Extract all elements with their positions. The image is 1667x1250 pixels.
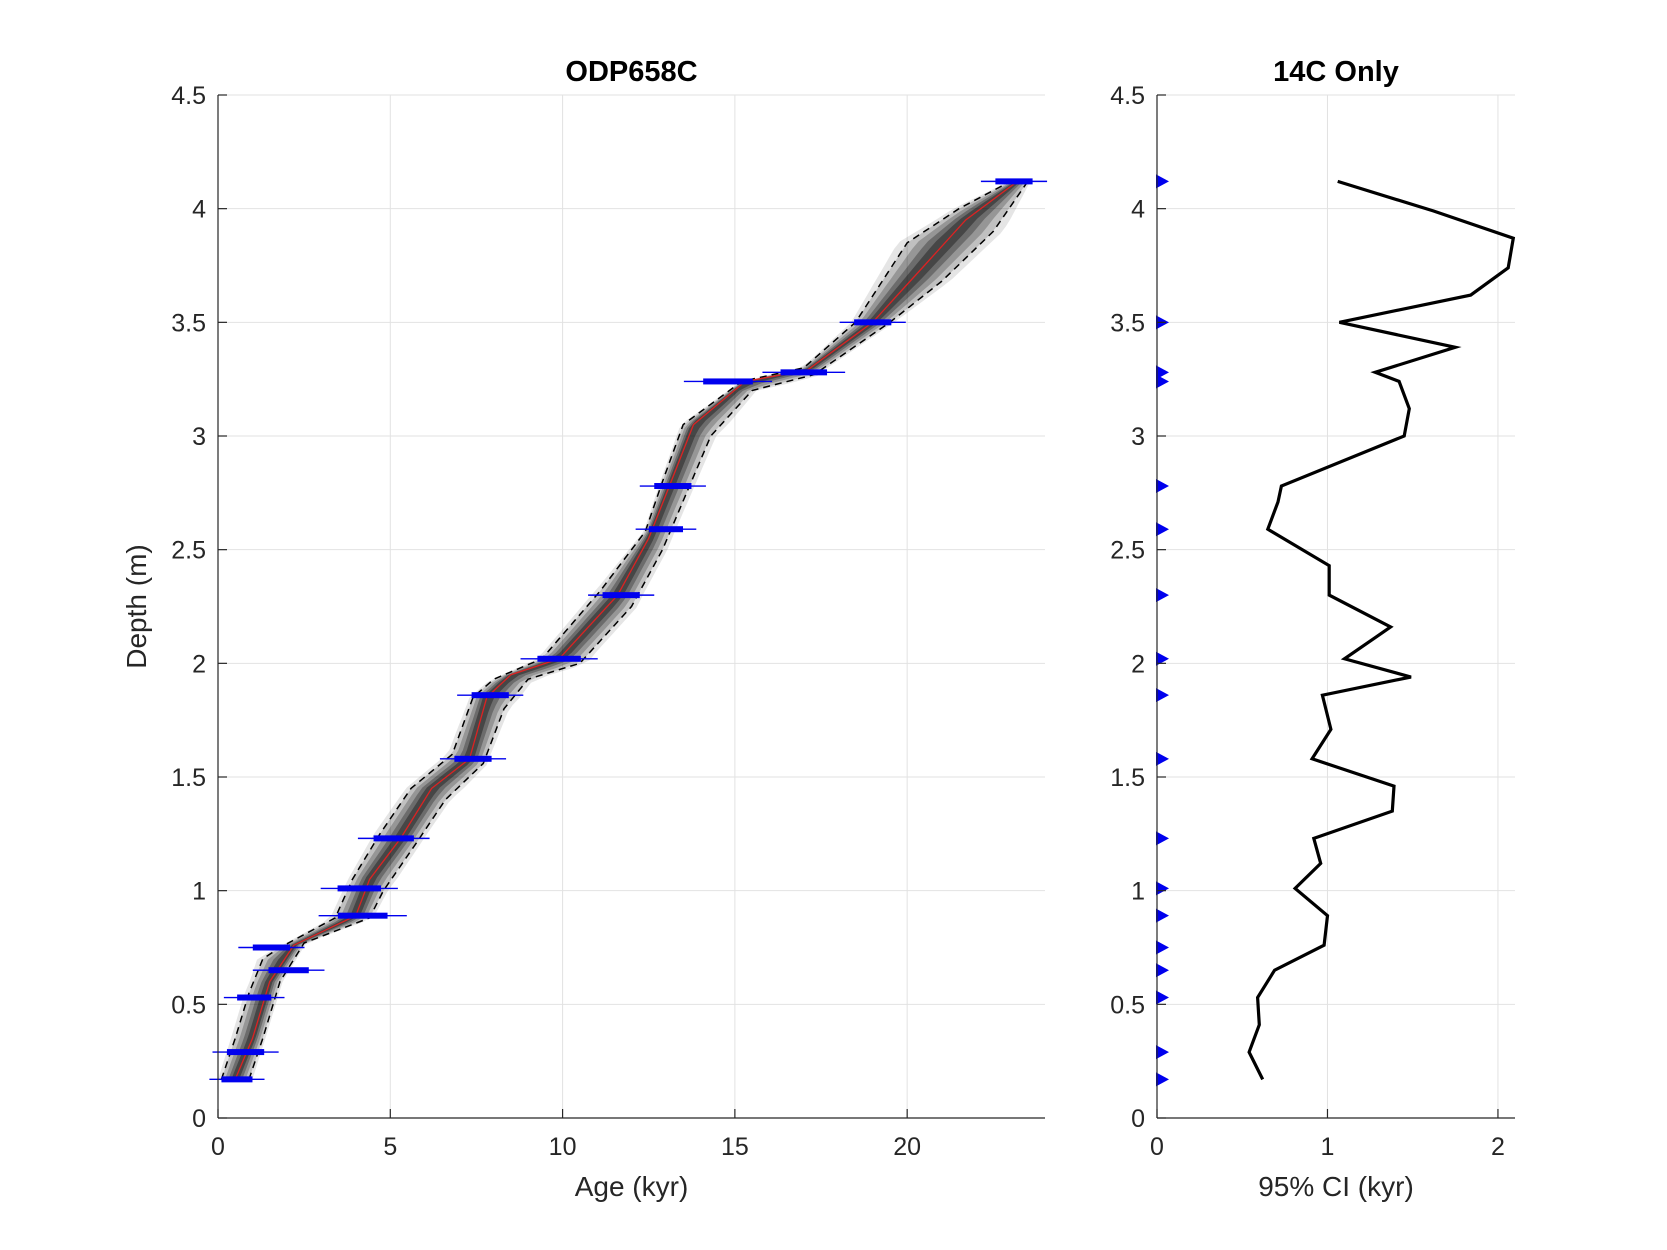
right-tick-labels: 0 1 2 0 0.5 1 1.5 2 2.5 3 3.5 4 4.5 — [1110, 82, 1505, 1161]
date-probability-box — [454, 755, 492, 762]
date-probability-box — [226, 1049, 265, 1056]
date-marker — [1156, 688, 1169, 703]
left-y-tick-label: 0.5 — [171, 991, 206, 1019]
date-marker — [1156, 963, 1169, 978]
ci-curve-line — [1247, 179, 1516, 1081]
right-x-axis-label: 95% CI (kyr) — [1258, 1171, 1414, 1202]
right-y-tick-label: 4.5 — [1110, 82, 1145, 110]
date-marker — [1156, 479, 1169, 494]
right-y-tick-label: 2.5 — [1110, 537, 1145, 565]
left-y-tick-label: 4.5 — [171, 82, 206, 110]
right-y-tick-label: 2 — [1131, 650, 1145, 678]
date-marker — [1156, 940, 1169, 955]
ensemble-band-1 — [221, 181, 1028, 1080]
date-marker — [1156, 365, 1169, 380]
date-marker — [1156, 1045, 1169, 1060]
right-y-tick-label: 3.5 — [1110, 309, 1145, 337]
left-x-tick-label: 20 — [893, 1133, 921, 1161]
left-y-tick-label: 3 — [192, 423, 206, 451]
left-y-tick-label: 2 — [192, 650, 206, 678]
date-marker — [1156, 174, 1169, 189]
date-probability-box — [337, 885, 381, 892]
right-axes — [1156, 94, 1515, 1119]
date-probability-box — [703, 378, 753, 385]
right-x-tick-label: 0 — [1150, 1133, 1164, 1161]
right-y-tick-label: 1.5 — [1110, 764, 1145, 792]
date-probability-box — [337, 912, 388, 919]
left-y-axis-label: Depth (m) — [121, 544, 152, 668]
date-marker — [1156, 751, 1169, 766]
left-x-axis-label: Age (kyr) — [575, 1171, 689, 1202]
date-marker — [1156, 374, 1169, 389]
ensemble-shading — [218, 181, 1031, 1080]
right-x-tick-label: 1 — [1321, 1133, 1335, 1161]
left-y-tick-label: 4 — [192, 196, 206, 224]
left-y-tick-label: 2.5 — [171, 537, 206, 565]
right-x-tick-label: 2 — [1491, 1133, 1505, 1161]
date-marker — [1156, 588, 1169, 603]
date-marker — [1156, 522, 1169, 537]
date-probability-box — [654, 483, 692, 490]
left-y-tick-label: 0 — [192, 1105, 206, 1133]
left-y-tick-label: 1.5 — [171, 764, 206, 792]
left-x-tick-label: 10 — [549, 1133, 577, 1161]
date-probability-box — [237, 994, 272, 1001]
date-marker — [1156, 990, 1169, 1005]
right-y-tick-label: 0.5 — [1110, 991, 1145, 1019]
age-depth-panel: 0 5 10 15 20 0 0.5 1 1.5 2 2.5 3 3.5 4 4.5 ODP658C Age… — [121, 56, 1048, 1202]
right-y-tick-label: 1 — [1131, 878, 1145, 906]
lower-bound-line — [248, 180, 1029, 1080]
date-probability-box — [268, 967, 309, 974]
date-marker — [1156, 651, 1169, 666]
left-model-lines — [220, 180, 1029, 1080]
radiocarbon-dates — [209, 178, 1048, 1083]
right-y-tick-label: 4 — [1131, 196, 1145, 224]
ensemble-band-0 — [218, 181, 1031, 1080]
date-probability-box — [537, 655, 581, 662]
date-probability-box — [373, 835, 414, 842]
date-probability-box — [648, 526, 684, 533]
date-marker — [1156, 881, 1169, 896]
ci-panel: 0 1 2 0 0.5 1 1.5 2 2.5 3 3.5 4 4.5 14C Only 95% CI … — [1110, 56, 1516, 1202]
left-x-tick-label: 15 — [721, 1133, 749, 1161]
median-line — [234, 180, 1018, 1080]
date-probability-box — [471, 692, 509, 699]
left-chart-title: ODP658C — [565, 56, 697, 88]
left-y-tick-label: 3.5 — [171, 309, 206, 337]
date-probability-box — [780, 369, 828, 376]
date-marker — [1156, 831, 1169, 846]
date-probability-box — [252, 944, 291, 951]
left-x-tick-label: 5 — [383, 1133, 397, 1161]
left-x-tick-label: 0 — [211, 1133, 225, 1161]
date-probability-box — [854, 319, 892, 326]
ci-curve-group — [1247, 179, 1516, 1081]
date-marker — [1156, 908, 1169, 923]
right-chart-title: 14C Only — [1273, 56, 1399, 88]
right-y-tick-label: 3 — [1131, 423, 1145, 451]
date-probability-box — [995, 178, 1033, 185]
left-axes — [217, 94, 1045, 1119]
date-depth-markers — [1156, 174, 1169, 1087]
date-probability-box — [221, 1076, 253, 1083]
left-tick-labels: 0 5 10 15 20 0 0.5 1 1.5 2 2.5 3 3.5 4 4.5 — [171, 82, 921, 1161]
date-probability-box — [602, 592, 640, 599]
date-marker — [1156, 1072, 1169, 1087]
right-y-tick-label: 0 — [1131, 1105, 1145, 1133]
left-y-tick-label: 1 — [192, 878, 206, 906]
